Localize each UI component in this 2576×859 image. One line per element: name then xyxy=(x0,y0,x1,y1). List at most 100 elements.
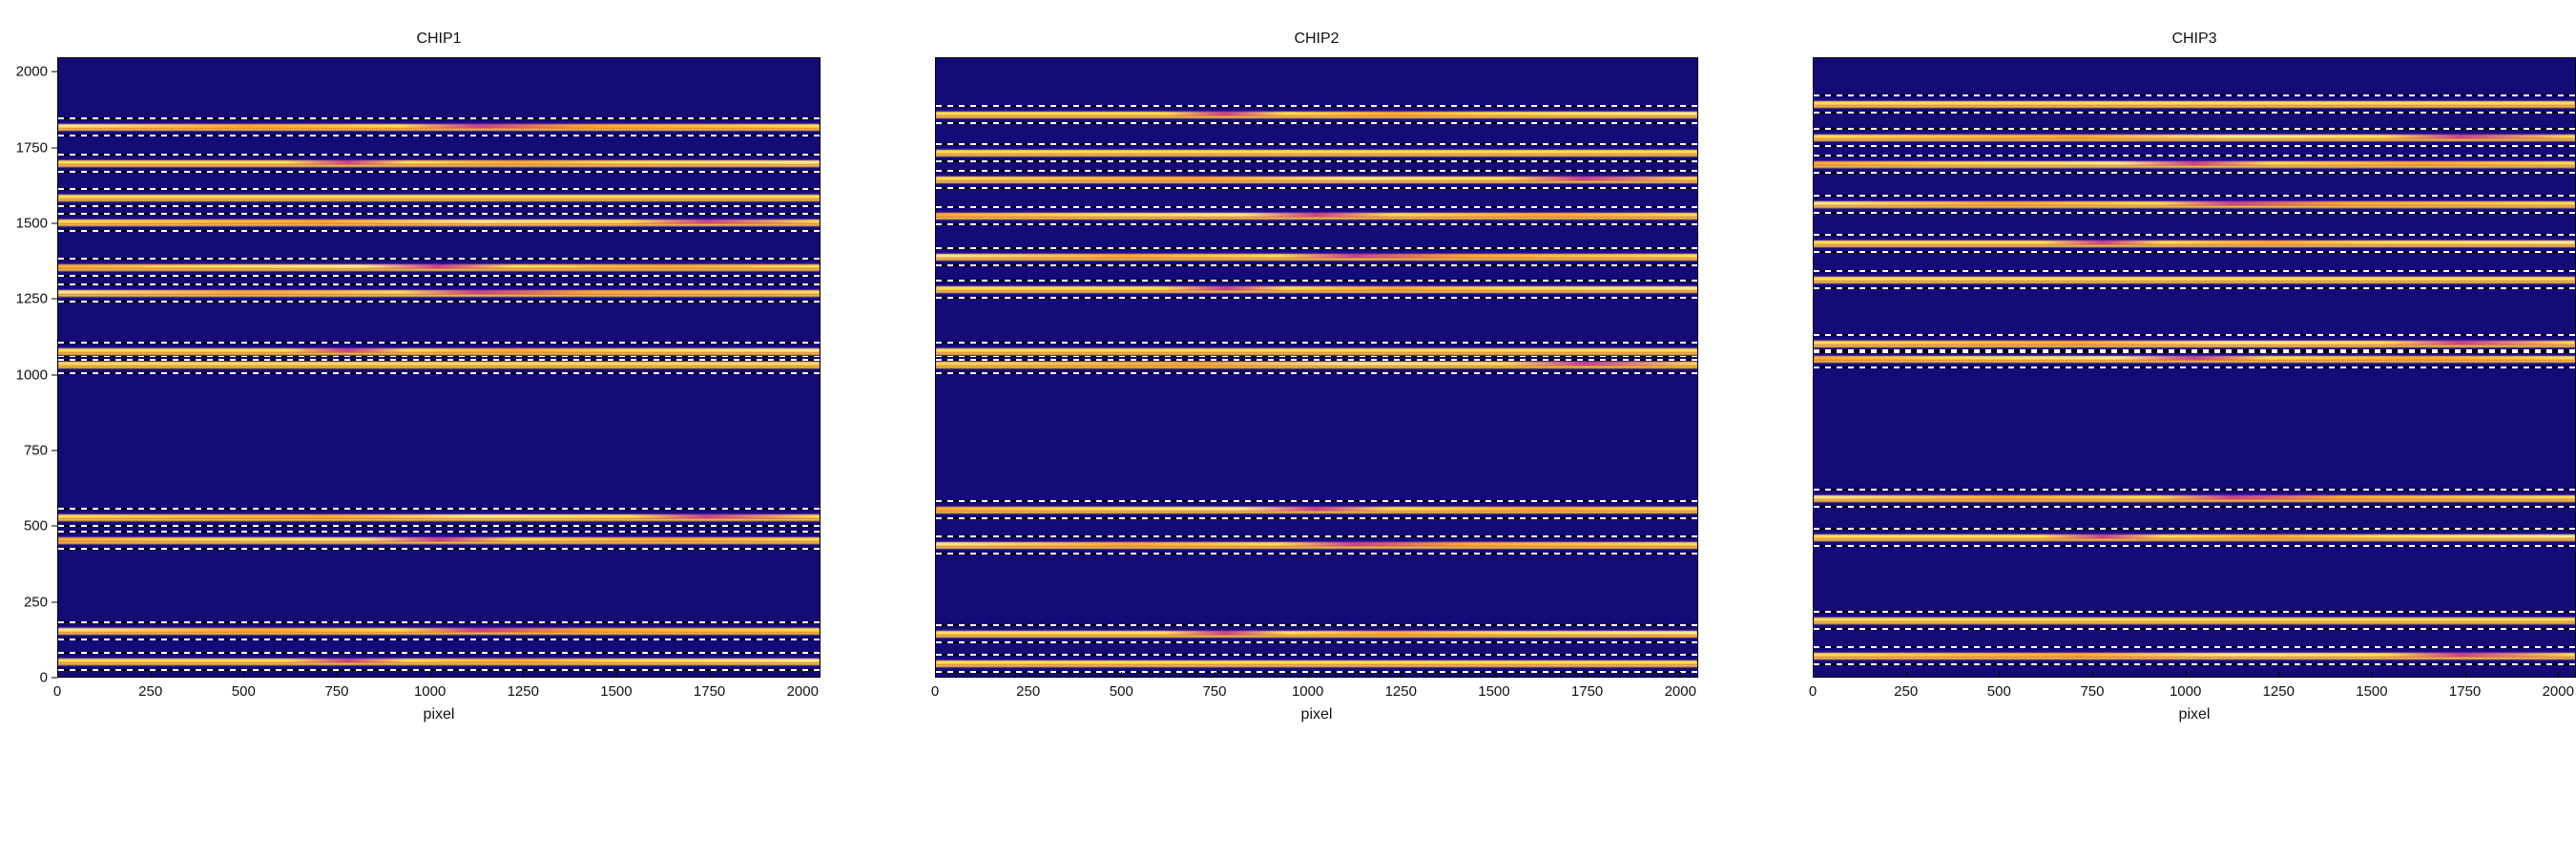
x-tick-label: 2000 xyxy=(787,683,819,700)
spectral-trace-core xyxy=(936,542,1697,546)
trace-boundary-bottom xyxy=(58,301,820,303)
trace-boundary-bottom xyxy=(1814,212,2575,214)
spectral-trace-core xyxy=(58,362,820,366)
trace-boundary-bottom xyxy=(58,205,820,207)
spectral-trace-core xyxy=(1814,277,2575,281)
trace-boundary-top xyxy=(1814,334,2575,336)
spectral-trace-core xyxy=(1814,356,2575,360)
trace-boundary-top xyxy=(58,621,820,623)
trace-boundary-top xyxy=(58,342,820,344)
panel-title-chip3: CHIP3 xyxy=(1813,31,2576,48)
spectral-image-chip3[interactable] xyxy=(1813,57,2576,678)
spectral-trace-core xyxy=(1814,135,2575,138)
spectral-image-chip1[interactable] xyxy=(57,57,821,678)
trace-boundary-top xyxy=(936,500,1697,502)
x-tick-mark xyxy=(57,672,58,678)
spectral-trace-core xyxy=(58,628,820,632)
x-tick-mark xyxy=(1588,672,1589,678)
x-tick-label: 1750 xyxy=(2449,683,2481,700)
spectral-trace-core xyxy=(58,264,820,268)
spectral-trace-core xyxy=(1814,618,2575,621)
x-tick-label: 2000 xyxy=(1665,683,1696,700)
x-tick-mark xyxy=(616,672,617,678)
y-tick-label: 750 xyxy=(24,442,48,458)
trace-boundary-top xyxy=(936,143,1697,145)
y-tick-mark xyxy=(52,601,57,602)
x-tick-mark xyxy=(1813,672,1814,678)
trace-boundary-bottom xyxy=(58,275,820,277)
x-tick-mark xyxy=(337,672,338,678)
y-tick-mark xyxy=(52,72,57,73)
trace-boundary-top xyxy=(936,105,1697,107)
x-tick-mark xyxy=(2092,672,2093,678)
trace-boundary-bottom xyxy=(1814,351,2575,353)
spectral-trace-core xyxy=(58,124,820,128)
spectral-trace-core xyxy=(1814,101,2575,105)
x-tick-label: 500 xyxy=(1110,683,1133,700)
x-tick-mark xyxy=(1401,672,1402,678)
x-tick-mark xyxy=(1028,672,1029,678)
x-tick-label: 1250 xyxy=(508,683,539,700)
x-tick-label: 1000 xyxy=(1292,683,1323,700)
trace-boundary-top xyxy=(1814,94,2575,96)
x-tick-label: 0 xyxy=(931,683,939,700)
trace-boundary-top xyxy=(1814,234,2575,236)
trace-boundary-top xyxy=(1814,195,2575,197)
trace-boundary-top xyxy=(58,154,820,156)
x-tick-mark xyxy=(2186,672,2187,678)
spectral-trace-core xyxy=(58,160,820,164)
x-tick-label: 500 xyxy=(232,683,256,700)
trace-boundary-top xyxy=(936,280,1697,282)
x-tick-mark xyxy=(430,672,431,678)
x-tick-mark xyxy=(2558,672,2559,678)
trace-boundary-bottom xyxy=(58,171,820,173)
spectral-trace-core xyxy=(1814,495,2575,499)
trace-boundary-top xyxy=(58,531,820,533)
y-tick-label: 1750 xyxy=(16,139,48,156)
trace-boundary-top xyxy=(1814,155,2575,157)
trace-boundary-bottom xyxy=(1814,145,2575,147)
x-tick-label: 750 xyxy=(2080,683,2104,700)
x-axis-title-chip3: pixel xyxy=(1813,706,2576,723)
spectral-trace-core xyxy=(936,631,1697,635)
spectral-trace-core xyxy=(58,195,820,199)
trace-boundary-bottom xyxy=(1814,287,2575,289)
x-tick-mark xyxy=(2372,672,2373,678)
x-tick-label: 250 xyxy=(1016,683,1040,700)
trace-boundary-bottom xyxy=(936,223,1697,225)
trace-boundary-top xyxy=(1814,528,2575,530)
spectral-image-chip2[interactable] xyxy=(935,57,1698,678)
y-tick-mark xyxy=(52,222,57,223)
x-tick-label: 250 xyxy=(138,683,162,700)
spectral-trace-core xyxy=(936,348,1697,352)
spectral-trace-core xyxy=(1814,161,2575,165)
trace-boundary-bottom xyxy=(58,548,820,550)
trace-boundary-bottom xyxy=(1814,545,2575,547)
trace-boundary-bottom xyxy=(1814,251,2575,253)
y-tick-label: 1500 xyxy=(16,215,48,231)
x-tick-label: 1000 xyxy=(2170,683,2201,700)
x-axis-chip3: 0 250 500 750 1000 1250 1500 1750 2000 pixel xyxy=(1813,678,2576,725)
spectral-trace-core xyxy=(936,286,1697,290)
trace-boundary-top xyxy=(936,247,1697,249)
trace-boundary-top xyxy=(936,342,1697,344)
x-tick-label: 1500 xyxy=(1478,683,1509,700)
x-tick-label: 1500 xyxy=(600,683,632,700)
spectral-trace-core xyxy=(1814,534,2575,538)
y-tick-mark xyxy=(52,526,57,527)
trace-boundary-bottom xyxy=(936,264,1697,266)
trace-boundary-bottom xyxy=(936,641,1697,643)
trace-boundary-top xyxy=(1814,489,2575,491)
trace-boundary-bottom xyxy=(58,359,820,361)
y-tick-mark xyxy=(52,147,57,148)
trace-boundary-top xyxy=(936,170,1697,172)
x-tick-mark xyxy=(935,672,936,678)
x-tick-mark xyxy=(523,672,524,678)
x-tick-label: 1500 xyxy=(2356,683,2387,700)
trace-boundary-top xyxy=(936,206,1697,208)
y-tick-label: 500 xyxy=(24,518,48,534)
x-tick-label: 1000 xyxy=(414,683,446,700)
trace-boundary-bottom xyxy=(936,187,1697,189)
trace-boundary-bottom xyxy=(936,372,1697,374)
chart-root: CHIP1 0 250 500 750 1000 1250 1500 1750 2000 pixel… xyxy=(0,0,2576,859)
